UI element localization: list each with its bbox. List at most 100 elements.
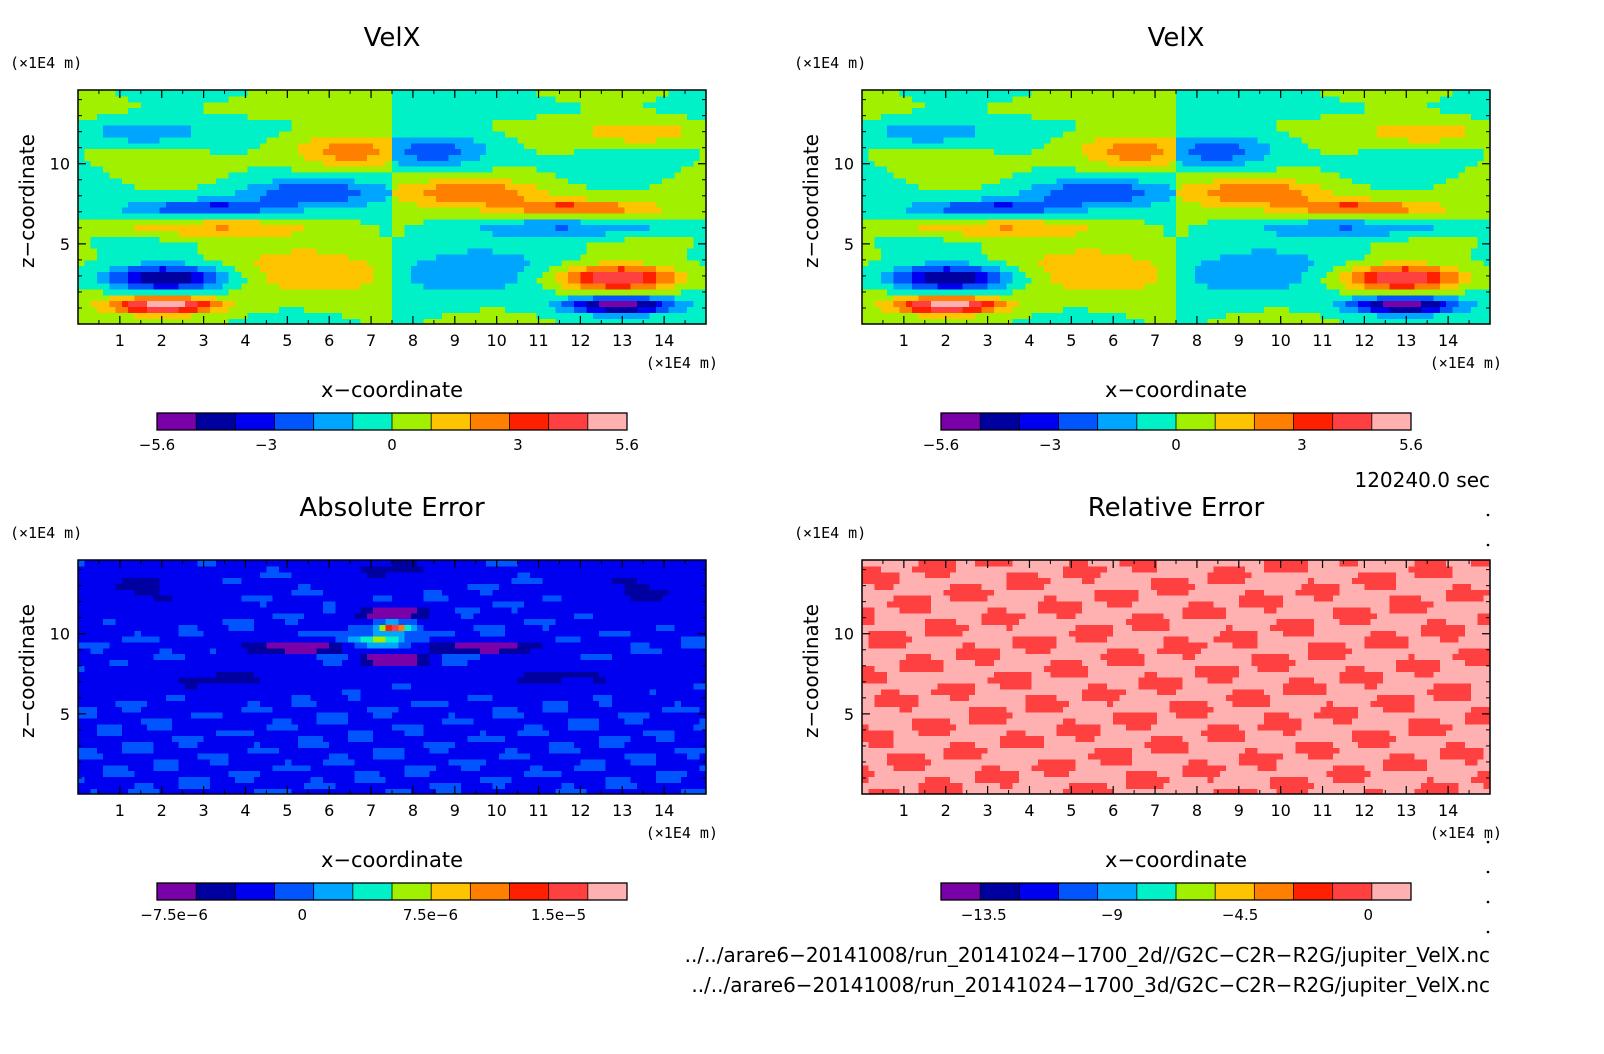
heatmap-cell (335, 177, 343, 185)
heatmap-cell (1150, 300, 1158, 308)
heatmap-cell (674, 236, 682, 243)
heatmap-cell (555, 142, 563, 150)
heatmap-cell (316, 101, 324, 109)
heatmap-cell (235, 90, 242, 97)
heatmap-cell (505, 253, 512, 261)
heatmap-cell (962, 271, 970, 278)
heatmap-cell (90, 136, 98, 144)
heatmap-cell (492, 207, 500, 214)
heatmap-cell (392, 201, 399, 208)
heatmap-cell (887, 283, 894, 290)
heatmap-cell (461, 271, 468, 278)
heatmap-cell (385, 201, 393, 208)
heatmap-cell (1226, 306, 1234, 313)
heatmap-cell (203, 271, 211, 278)
heatmap-cell (674, 265, 682, 272)
heatmap-cell (1201, 312, 1208, 319)
heatmap-cell (78, 207, 85, 214)
heatmap-cell (636, 288, 644, 296)
heatmap-cell (392, 247, 399, 255)
heatmap-cell (435, 306, 443, 313)
heatmap-cell (165, 283, 173, 290)
heatmap-cell (937, 283, 945, 290)
heatmap-cell (379, 288, 387, 296)
heatmap-cell (291, 183, 299, 191)
heatmap-cell (505, 259, 512, 267)
heatmap-cell (435, 201, 443, 208)
heatmap-cell (423, 90, 431, 97)
heatmap-cell (84, 259, 92, 267)
heatmap-cell (348, 253, 355, 261)
heatmap-cell (874, 318, 882, 325)
heatmap-cell (968, 283, 976, 290)
heatmap-cell (1201, 277, 1208, 284)
heatmap-cell (1194, 271, 1202, 278)
heatmap-cell (473, 160, 481, 167)
heatmap-cell (555, 136, 563, 144)
heatmap-cell (435, 166, 443, 173)
heatmap-cell (153, 125, 161, 132)
heatmap-cell (209, 306, 217, 313)
heatmap-cell (511, 90, 519, 97)
heatmap-cell (1251, 294, 1259, 302)
heatmap-cell (680, 247, 688, 255)
heatmap-cell (304, 148, 311, 155)
heatmap-cell (322, 318, 330, 325)
heatmap-cell (1295, 288, 1303, 296)
heatmap-cell (461, 142, 468, 150)
heatmap-cell (297, 195, 305, 202)
heatmap-cell (335, 218, 343, 226)
heatmap-cell (555, 119, 563, 126)
heatmap-cell (235, 95, 242, 103)
heatmap-cell (147, 113, 154, 120)
heatmap-cell (216, 242, 224, 249)
heatmap-cell (636, 247, 644, 255)
heatmap-cell (555, 113, 563, 120)
heatmap-cell (511, 113, 519, 120)
heatmap-cell (680, 177, 688, 185)
heatmap-cell (448, 230, 456, 237)
heatmap-cell (511, 201, 519, 208)
heatmap-cell (1094, 294, 1102, 302)
heatmap-cell (1144, 288, 1152, 296)
heatmap-cell (517, 288, 525, 296)
heatmap-cell (398, 195, 406, 202)
heatmap-cell (103, 183, 110, 191)
heatmap-cell (630, 95, 638, 103)
heatmap-cell (1163, 271, 1171, 278)
heatmap-cell (348, 288, 355, 296)
heatmap-cell (203, 218, 211, 226)
heatmap-cell (1182, 271, 1190, 278)
heatmap-cell (228, 160, 236, 167)
heatmap-cell (1019, 318, 1026, 325)
heatmap-cell (410, 107, 418, 114)
heatmap-cell (511, 119, 519, 126)
heatmap-cell (373, 230, 381, 237)
heatmap-cell (1427, 277, 1435, 284)
heatmap-cell (662, 294, 669, 302)
heatmap-cell (392, 183, 399, 191)
heatmap-cell (90, 166, 98, 173)
heatmap-cell (1125, 288, 1133, 296)
heatmap-cell (178, 224, 186, 231)
heatmap-cell (699, 195, 707, 202)
heatmap-cell (505, 154, 512, 161)
heatmap-cell (360, 160, 368, 167)
heatmap-cell (147, 230, 154, 237)
heatmap-cell (203, 288, 211, 296)
heatmap-cell (260, 166, 267, 173)
heatmap-cell (611, 212, 619, 220)
heatmap-cell (429, 288, 437, 296)
heatmap-cell (880, 271, 888, 278)
heatmap-cell (649, 107, 657, 114)
heatmap-cell (121, 183, 129, 191)
heatmap-cell (479, 207, 487, 214)
heatmap-cell (479, 90, 487, 97)
heatmap-cell (1169, 288, 1177, 296)
heatmap-cell (417, 212, 424, 220)
heatmap-cell (592, 90, 600, 97)
heatmap-cell (1056, 300, 1064, 308)
heatmap-cell (1088, 312, 1095, 319)
heatmap-cell (316, 119, 324, 126)
heatmap-cell (178, 107, 186, 114)
